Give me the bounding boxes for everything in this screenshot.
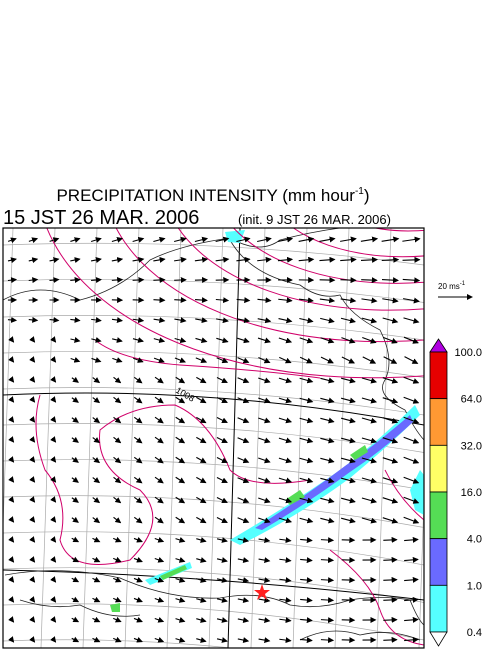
colorbar-label: 100.0 [454, 347, 482, 359]
wind-vector [321, 620, 333, 621]
wind-vector [174, 280, 186, 281]
wind-vector [321, 580, 333, 581]
wind-vector [361, 280, 377, 281]
wind-reference-exponent: -1 [460, 281, 466, 287]
colorbar-bottom-triangle [430, 632, 447, 646]
colorbar-band [430, 352, 447, 399]
colorbar-label: 1.0 [467, 580, 482, 592]
colorbar-label: 32.0 [461, 440, 482, 452]
wind-reference-label: 20 ms-1 [438, 281, 466, 291]
colorbar-label: 4.0 [467, 534, 482, 546]
colorbar-band [430, 539, 447, 586]
colorbar-label: 64.0 [461, 394, 482, 406]
wind-vector [8, 320, 16, 321]
wind-vector [321, 540, 333, 541]
valid-time: 15 JST 26 MAR. 2006 [3, 207, 199, 229]
wind-vector [383, 640, 396, 641]
title-close: ) [364, 186, 370, 205]
wind-vector [340, 280, 355, 281]
wind-vector [321, 600, 333, 601]
wind-vector [321, 640, 333, 641]
colorbar-label: 0.4 [467, 627, 482, 639]
map: 1008 [0, 171, 475, 650]
colorbar-band [430, 399, 447, 446]
colorbar-top-triangle [430, 339, 447, 352]
wind-vector [383, 560, 396, 561]
colorbar-band [430, 585, 447, 632]
wind-vector [153, 280, 164, 281]
wind-vector [133, 280, 144, 281]
wind-vector [153, 300, 164, 301]
title: PRECIPITATION INTENSITY (mm hour-1) [56, 186, 369, 205]
colorbar: 100.0 64.0 32.0 16.0 4.0 1.0 0.4 [430, 339, 482, 646]
wind-vector [321, 560, 333, 561]
colorbar-band [430, 492, 447, 539]
wind-vector [403, 260, 420, 261]
wind-vector [383, 620, 396, 621]
wind-vector [383, 540, 396, 541]
wind-reference-text: 20 ms [438, 282, 460, 291]
wind-vector [383, 600, 396, 601]
colorbar-band [430, 445, 447, 492]
wind-vector [112, 280, 122, 281]
colorbar-label: 16.0 [461, 487, 482, 499]
wind-vector [383, 580, 396, 581]
wind-vector [174, 300, 185, 301]
title-text: PRECIPITATION INTENSITY (mm hour [56, 186, 355, 205]
init-time: (init. 9 JST 26 MAR. 2006) [238, 212, 391, 227]
